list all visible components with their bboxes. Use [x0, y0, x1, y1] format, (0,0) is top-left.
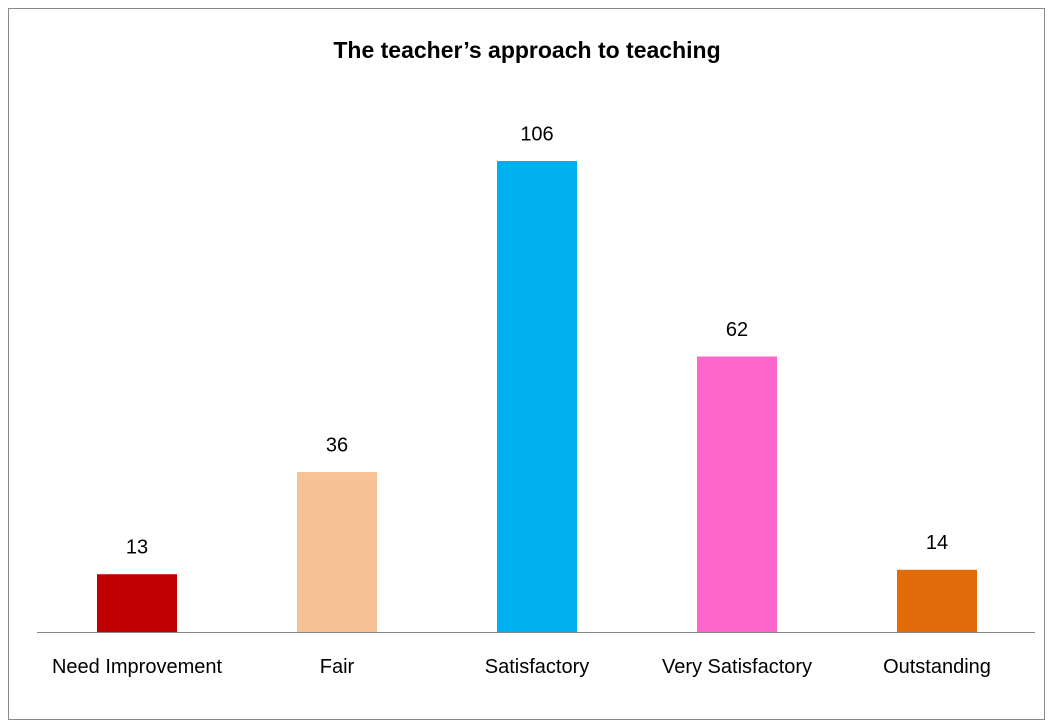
data-label: 36 [326, 434, 348, 456]
data-label: 13 [126, 537, 148, 559]
x-tick-label: Very Satisfactory [661, 656, 813, 678]
x-tick-label: Need Improvement [51, 656, 223, 678]
x-tick-label: Satisfactory [484, 656, 590, 678]
data-label: 14 [926, 532, 948, 554]
bar [897, 569, 977, 632]
chart-title: The teacher’s approach to teaching [333, 37, 720, 63]
data-label: 106 [520, 123, 553, 145]
bar [497, 161, 577, 632]
bar [697, 356, 777, 632]
bar [97, 574, 177, 632]
bar [297, 472, 377, 632]
x-tick-label: Outstanding [883, 656, 991, 678]
data-label: 62 [726, 319, 748, 341]
x-tick-label: Fair [319, 656, 355, 678]
